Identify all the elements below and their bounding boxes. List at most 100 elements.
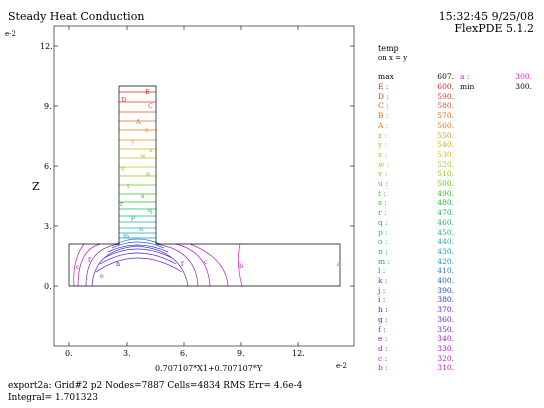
legend-max-value: 607. xyxy=(437,72,454,81)
legend-level-label: x : xyxy=(378,149,388,159)
y-tick-label: 3. xyxy=(44,222,52,231)
legend-level-value: 400. xyxy=(437,276,454,285)
legend-level-label: z : xyxy=(378,130,387,140)
legend-min-value: 300. xyxy=(515,82,532,91)
svg-text:f: f xyxy=(181,260,184,268)
svg-text:t: t xyxy=(127,182,130,190)
svg-text:x: x xyxy=(149,146,153,154)
svg-text:v: v xyxy=(120,165,125,173)
legend-level-label: n : xyxy=(378,246,388,256)
legend-level-label: y : xyxy=(378,140,388,150)
svg-text:e: e xyxy=(100,272,104,280)
svg-text:h: h xyxy=(116,260,120,268)
svg-text:w: w xyxy=(140,152,146,160)
legend-level-value: 550. xyxy=(437,130,454,140)
legend-level-label: q : xyxy=(378,217,388,227)
legend-level-label: g : xyxy=(378,314,388,324)
svg-text:c: c xyxy=(204,258,208,266)
x-tick-label: 9. xyxy=(237,349,245,358)
x-scale-tag: e-2 xyxy=(336,362,347,370)
legend-level-label: d : xyxy=(378,343,388,353)
contour-labels: E D C A z y x w v u t s r q p n m f h f … xyxy=(76,88,341,280)
legend-level-value: 370. xyxy=(437,305,454,315)
legend-level-value: 310. xyxy=(437,363,454,373)
legend-level-value: 340. xyxy=(437,334,454,344)
legend-level-value: 590. xyxy=(437,91,454,101)
legend-level-label: p : xyxy=(378,227,388,237)
y-axis-label: Z xyxy=(32,180,40,193)
legend-level-value: 430. xyxy=(437,246,454,256)
legend-min-label: min xyxy=(460,82,475,91)
geometry-outline xyxy=(68,85,341,287)
svg-text:r: r xyxy=(120,200,124,208)
legend-level-label: o : xyxy=(378,237,388,247)
svg-text:a: a xyxy=(337,260,341,268)
x-tick-label: 6. xyxy=(180,349,188,358)
y-tick-label: 9. xyxy=(44,102,52,111)
legend-a-label: a : xyxy=(460,72,470,81)
legend-level-value: 480. xyxy=(437,198,454,208)
legend-level-value: 570. xyxy=(437,111,454,121)
svg-text:E: E xyxy=(145,88,150,96)
legend-level-value: 470. xyxy=(437,208,454,218)
svg-text:p: p xyxy=(131,213,135,221)
svg-text:b: b xyxy=(239,262,243,270)
legend-level-label: w : xyxy=(378,159,390,169)
svg-text:u: u xyxy=(146,170,150,178)
legend-level-value: 410. xyxy=(437,266,454,276)
legend-level-value: 460. xyxy=(437,217,454,227)
svg-text:q: q xyxy=(148,206,152,214)
legend-level-value: 600. xyxy=(437,82,454,91)
legend-level-label: C : xyxy=(378,101,389,111)
y-tick-label: 12. xyxy=(40,42,53,51)
legend-level-value: 580. xyxy=(437,101,454,111)
legend-level-label: c : xyxy=(378,353,388,363)
legend-level-value: 320. xyxy=(437,353,454,363)
plot-frame xyxy=(53,25,355,347)
legend-level-label: r : xyxy=(378,208,387,218)
legend-level-label: f : xyxy=(378,324,386,334)
svg-text:n: n xyxy=(139,225,143,233)
svg-text:z: z xyxy=(145,126,149,134)
x-axis-label: 0.707107*X1+0.707107*Y xyxy=(155,364,263,373)
svg-text:f: f xyxy=(88,256,91,264)
svg-text:C: C xyxy=(148,102,153,110)
legend-level-label: b : xyxy=(378,363,388,373)
svg-text:D: D xyxy=(121,96,126,104)
svg-text:A: A xyxy=(135,118,141,126)
legend-level-value: 500. xyxy=(437,179,454,188)
legend-level-value: 530. xyxy=(437,149,454,159)
y-tick-label: 6. xyxy=(44,162,52,171)
legend-level-label: e : xyxy=(378,334,388,344)
svg-text:s: s xyxy=(141,192,144,200)
legend-level-label: B : xyxy=(378,111,389,121)
legend-level-value: 360. xyxy=(437,314,454,324)
legend-a-value: 300. xyxy=(515,72,532,81)
legend-title: temp xyxy=(378,44,399,53)
legend-level-label: h : xyxy=(378,305,388,315)
legend-level-label: i : xyxy=(378,295,386,305)
legend-level-value: 420. xyxy=(437,256,454,266)
legend-level-value: 380. xyxy=(437,295,454,305)
legend-level-label: m : xyxy=(378,256,391,266)
legend-level-value: 510. xyxy=(437,169,454,179)
legend-max-label: max xyxy=(378,72,394,81)
column-contours xyxy=(119,91,156,239)
legend-level-value: 540. xyxy=(437,140,454,150)
legend-level-value: 440. xyxy=(437,237,454,247)
timestamp: 15:32:45 9/25/08 xyxy=(438,10,534,23)
y-tick-label: 0. xyxy=(44,282,52,291)
plot-title: Steady Heat Conduction xyxy=(8,10,145,23)
legend-level-value: 350. xyxy=(437,324,454,334)
legend-level-label: v : xyxy=(378,169,388,179)
legend-level-value: 490. xyxy=(437,188,454,198)
x-tick-label: 12. xyxy=(292,349,305,358)
legend-level-value: 390. xyxy=(437,285,454,295)
legend-level-label: k : xyxy=(378,276,388,285)
footer-stats: export2a: Grid#2 p2 Nodes=7887 Cells=483… xyxy=(8,381,303,391)
x-tick-label: 3. xyxy=(123,349,131,358)
legend-level-value: 520. xyxy=(437,159,454,169)
legend-level-value: 450. xyxy=(437,227,454,237)
y-scale-tag: e-2 xyxy=(5,30,16,38)
